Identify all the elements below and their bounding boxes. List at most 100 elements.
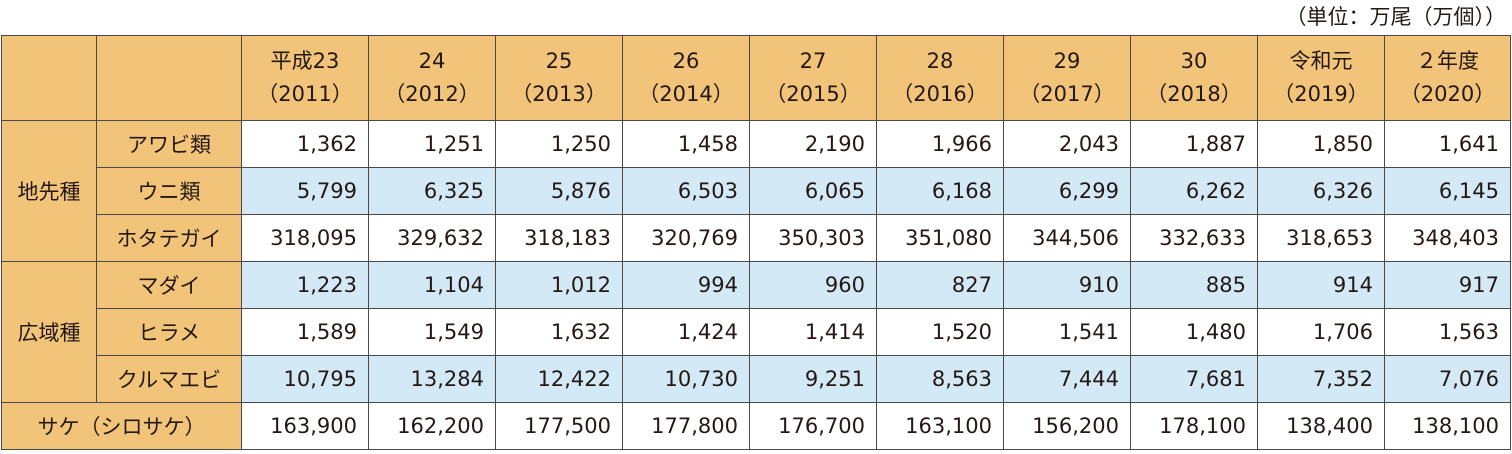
value-cell: 6,145 xyxy=(1384,167,1511,215)
table-body: 地先種 アワビ類 1,362 1,251 1,250 1,458 2,190 1,966 2,0… xyxy=(1,120,1511,450)
value-cell: 1,887 xyxy=(1130,120,1258,168)
value-cell: 6,065 xyxy=(749,167,877,215)
value-cell: 7,076 xyxy=(1384,355,1511,403)
value-cell: 177,800 xyxy=(622,402,750,450)
value-cell: 6,503 xyxy=(622,167,750,215)
value-cell: 1,641 xyxy=(1384,120,1511,168)
value-cell: 6,168 xyxy=(876,167,1004,215)
species-label: クルマエビ xyxy=(96,355,242,403)
year-header: 30 （2018） xyxy=(1130,35,1258,121)
table-row: 広域種 マダイ 1,223 1,104 1,012 994 960 827 910 885 914 9… xyxy=(1,261,1511,403)
value-cell: 350,303 xyxy=(749,214,877,262)
table-row: サケ（シロサケ） 163,900 162,200 177,500 177,800 176,… xyxy=(1,402,1511,450)
value-cell: 1,549 xyxy=(368,308,496,356)
table-row: 地先種 アワビ類 1,362 1,251 1,250 1,458 2,190 1,966 2,0… xyxy=(1,120,1511,262)
value-cell: 8,563 xyxy=(876,355,1004,403)
value-cell: 176,700 xyxy=(749,402,877,450)
value-cell: 1,589 xyxy=(241,308,369,356)
value-cell: 10,730 xyxy=(622,355,750,403)
value-cell: 6,299 xyxy=(1003,167,1131,215)
species-label: ヒラメ xyxy=(96,308,242,356)
value-cell: 1,012 xyxy=(495,261,623,309)
value-cell: 9,251 xyxy=(749,355,877,403)
header-blank-cell xyxy=(96,35,242,121)
value-cell: 10,795 xyxy=(241,355,369,403)
value-cell: 177,500 xyxy=(495,402,623,450)
header-row: 平成23 （2011） 24 （2012） 25 （2013） 26 （2014） 27… xyxy=(1,35,1511,121)
value-cell: 163,100 xyxy=(876,402,1004,450)
value-cell: 1,541 xyxy=(1003,308,1131,356)
year-header: 平成23 （2011） xyxy=(241,35,369,121)
value-cell: 178,100 xyxy=(1130,402,1258,450)
value-cell: 1,966 xyxy=(876,120,1004,168)
species-label: マダイ xyxy=(96,261,242,309)
species-label: サケ（シロサケ） xyxy=(1,402,242,450)
value-cell: 994 xyxy=(622,261,750,309)
value-cell: 13,284 xyxy=(368,355,496,403)
value-cell: 138,100 xyxy=(1384,402,1511,450)
value-cell: 6,262 xyxy=(1130,167,1258,215)
value-cell: 960 xyxy=(749,261,877,309)
table-row: ホタテガイ 318,095 329,632 318,183 320,769 350,303… xyxy=(2,214,1511,262)
value-cell: 12,422 xyxy=(495,355,623,403)
value-cell: 351,080 xyxy=(876,214,1004,262)
value-cell: 917 xyxy=(1384,261,1511,309)
value-cell: 7,444 xyxy=(1003,355,1131,403)
value-cell: 163,900 xyxy=(241,402,369,450)
value-cell: 5,876 xyxy=(495,167,623,215)
value-cell: 318,095 xyxy=(241,214,369,262)
value-cell: 1,362 xyxy=(241,120,369,168)
value-cell: 6,326 xyxy=(1257,167,1385,215)
year-header: 29 （2017） xyxy=(1003,35,1131,121)
value-cell: 1,414 xyxy=(749,308,877,356)
value-cell: 827 xyxy=(876,261,1004,309)
value-cell: 2,190 xyxy=(749,120,877,168)
value-cell: 344,506 xyxy=(1003,214,1131,262)
value-cell: 5,799 xyxy=(241,167,369,215)
value-cell: 318,653 xyxy=(1257,214,1385,262)
year-header: 26 （2014） xyxy=(622,35,750,121)
value-cell: 1,850 xyxy=(1257,120,1385,168)
value-cell: 914 xyxy=(1257,261,1385,309)
value-cell: 138,400 xyxy=(1257,402,1385,450)
table-row: ウニ類 5,799 6,325 5,876 6,503 6,065 6,168 6,299 6,… xyxy=(2,167,1511,215)
unit-note: （単位：万尾（万個）） xyxy=(1285,5,1507,29)
value-cell: 7,352 xyxy=(1257,355,1385,403)
value-cell: 1,458 xyxy=(622,120,750,168)
value-cell: 7,681 xyxy=(1130,355,1258,403)
species-label: アワビ類 xyxy=(96,120,242,168)
value-cell: 320,769 xyxy=(622,214,750,262)
species-label: ウニ類 xyxy=(96,167,242,215)
value-cell: 1,632 xyxy=(495,308,623,356)
value-cell: 1,251 xyxy=(368,120,496,168)
category-label: 広域種 xyxy=(1,261,97,403)
header-blank-cell xyxy=(1,35,97,121)
value-cell: 318,183 xyxy=(495,214,623,262)
year-header: ２年度 （2020） xyxy=(1384,35,1511,121)
year-header: 令和元 （2019） xyxy=(1257,35,1385,121)
value-cell: 1,706 xyxy=(1257,308,1385,356)
value-cell: 1,520 xyxy=(876,308,1004,356)
value-cell: 1,250 xyxy=(495,120,623,168)
value-cell: 156,200 xyxy=(1003,402,1131,450)
category-label: 地先種 xyxy=(1,120,97,262)
value-cell: 6,325 xyxy=(368,167,496,215)
year-header: 28 （2016） xyxy=(876,35,1004,121)
value-cell: 910 xyxy=(1003,261,1131,309)
year-header: 24 （2012） xyxy=(368,35,496,121)
value-cell: 1,104 xyxy=(368,261,496,309)
value-cell: 1,223 xyxy=(241,261,369,309)
value-cell: 1,563 xyxy=(1384,308,1511,356)
species-label: ホタテガイ xyxy=(96,214,242,262)
table-row: ヒラメ 1,589 1,549 1,632 1,424 1,414 1,520 1,541 1,… xyxy=(2,308,1511,356)
year-header: 25 （2013） xyxy=(495,35,623,121)
value-cell: 1,480 xyxy=(1130,308,1258,356)
value-cell: 348,403 xyxy=(1384,214,1511,262)
value-cell: 332,633 xyxy=(1130,214,1258,262)
value-cell: 162,200 xyxy=(368,402,496,450)
year-header: 27 （2015） xyxy=(749,35,877,121)
table-row: クルマエビ 10,795 13,284 12,422 10,730 9,251 8,563 7… xyxy=(2,355,1511,403)
value-cell: 1,424 xyxy=(622,308,750,356)
value-cell: 885 xyxy=(1130,261,1258,309)
stocking-table: 平成23 （2011） 24 （2012） 25 （2013） 26 （2014） 27… xyxy=(1,35,1511,450)
